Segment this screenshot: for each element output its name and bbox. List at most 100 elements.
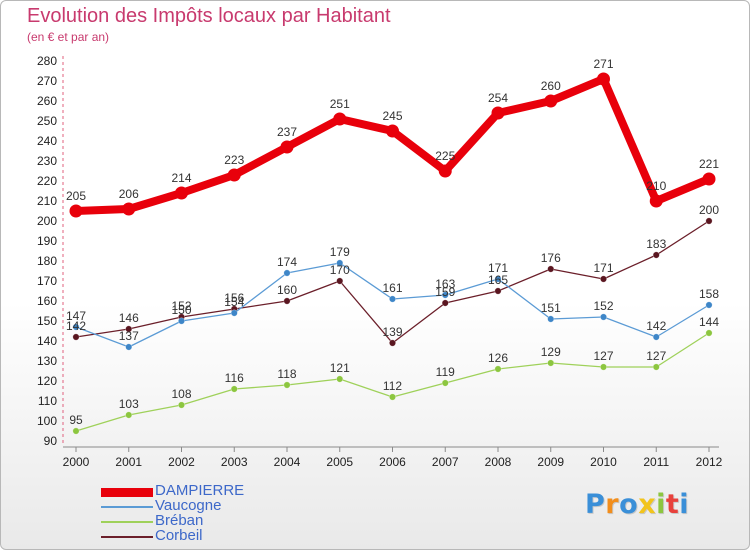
data-label-vaucogne: 152 bbox=[593, 299, 613, 313]
y-tick-label: 260 bbox=[37, 94, 57, 108]
data-point-vaucogne bbox=[283, 269, 291, 277]
data-point-dampierre bbox=[702, 172, 716, 186]
data-point-breban bbox=[178, 401, 185, 409]
logo-letter: i bbox=[679, 489, 690, 520]
data-label-dampierre: 225 bbox=[435, 149, 455, 163]
x-tick-label: 2010 bbox=[590, 455, 617, 469]
data-point-breban bbox=[494, 365, 502, 373]
data-point-dampierre bbox=[597, 72, 610, 86]
data-point-corbeil bbox=[389, 339, 396, 347]
data-point-breban bbox=[230, 385, 238, 393]
data-point-dampierre bbox=[544, 94, 558, 108]
data-label-breban: 116 bbox=[225, 371, 244, 385]
logo-letter: t bbox=[665, 489, 680, 520]
y-tick-label: 130 bbox=[37, 354, 57, 368]
data-point-dampierre bbox=[333, 112, 347, 126]
legend-label-vaucogne: Vaucogne bbox=[155, 497, 222, 514]
data-label-vaucogne: 142 bbox=[646, 319, 666, 333]
data-point-corbeil bbox=[494, 287, 502, 295]
y-tick-label: 140 bbox=[37, 334, 57, 348]
data-label-breban: 119 bbox=[436, 365, 455, 379]
data-point-dampierre bbox=[280, 140, 294, 154]
data-label-corbeil: 176 bbox=[541, 251, 561, 265]
data-label-corbeil: 160 bbox=[277, 283, 297, 297]
logo-letter: r bbox=[605, 489, 620, 520]
data-point-breban bbox=[125, 411, 133, 419]
logo-letter: P bbox=[585, 489, 606, 520]
data-point-breban bbox=[72, 427, 80, 435]
data-label-corbeil: 146 bbox=[119, 311, 139, 325]
data-point-breban bbox=[283, 381, 291, 389]
y-tick-label: 210 bbox=[37, 194, 57, 208]
data-point-dampierre bbox=[491, 106, 505, 120]
data-label-dampierre: 221 bbox=[699, 157, 719, 171]
data-label-corbeil: 142 bbox=[66, 319, 86, 333]
logo-letter: x bbox=[638, 489, 657, 520]
data-label-breban: 126 bbox=[488, 351, 508, 365]
x-tick-label: 2009 bbox=[537, 455, 564, 469]
y-tick-label: 270 bbox=[37, 74, 57, 88]
data-label-dampierre: 251 bbox=[330, 97, 350, 111]
y-tick-label: 230 bbox=[37, 154, 57, 168]
data-point-dampierre bbox=[122, 202, 136, 216]
x-tick-label: 2005 bbox=[326, 455, 353, 469]
data-point-dampierre bbox=[438, 164, 452, 178]
data-point-vaucogne bbox=[652, 333, 660, 341]
data-point-breban bbox=[441, 379, 449, 387]
data-label-breban: 103 bbox=[119, 397, 139, 411]
data-point-vaucogne bbox=[178, 317, 185, 325]
data-point-corbeil bbox=[72, 333, 80, 341]
y-tick-label: 160 bbox=[37, 294, 57, 308]
data-point-vaucogne bbox=[547, 315, 555, 323]
legend-swatch-corbeil bbox=[101, 536, 153, 538]
data-label-dampierre: 205 bbox=[66, 189, 86, 203]
data-point-vaucogne bbox=[494, 275, 502, 283]
data-point-corbeil bbox=[705, 217, 713, 225]
data-label-dampierre: 237 bbox=[277, 125, 297, 139]
data-label-breban: 144 bbox=[699, 315, 719, 329]
data-label-dampierre: 245 bbox=[382, 109, 402, 123]
legend-label-dampierre: DAMPIERRE bbox=[155, 482, 245, 499]
data-point-corbeil bbox=[547, 265, 555, 273]
y-tick-label: 150 bbox=[37, 314, 57, 328]
data-label-corbeil: 156 bbox=[224, 291, 244, 305]
y-tick-label: 250 bbox=[37, 114, 57, 128]
data-point-vaucogne bbox=[72, 323, 80, 331]
y-tick-label: 100 bbox=[37, 414, 57, 428]
legend-swatch-breban bbox=[101, 521, 153, 523]
data-label-vaucogne: 179 bbox=[330, 245, 350, 259]
data-label-vaucogne: 154 bbox=[224, 295, 244, 309]
series-line-dampierre bbox=[72, 75, 713, 215]
y-tick-label: 220 bbox=[37, 174, 57, 188]
logo-letter: i bbox=[656, 489, 666, 520]
data-label-vaucogne: 137 bbox=[119, 329, 139, 343]
data-point-corbeil bbox=[125, 325, 133, 333]
data-point-vaucogne bbox=[230, 309, 238, 317]
data-point-dampierre bbox=[649, 194, 663, 208]
x-tick-label: 2002 bbox=[168, 455, 195, 469]
data-point-vaucogne bbox=[441, 291, 449, 299]
y-tick-label: 200 bbox=[37, 214, 57, 228]
data-point-corbeil bbox=[600, 275, 607, 283]
data-point-vaucogne bbox=[336, 259, 344, 267]
data-label-breban: 95 bbox=[69, 413, 83, 427]
y-tick-label: 280 bbox=[37, 54, 57, 68]
data-point-vaucogne bbox=[705, 301, 713, 309]
data-point-corbeil bbox=[283, 297, 291, 305]
data-label-vaucogne: 163 bbox=[435, 277, 455, 291]
data-label-corbeil: 183 bbox=[646, 237, 666, 251]
data-label-corbeil: 200 bbox=[699, 203, 719, 217]
y-tick-label: 110 bbox=[38, 394, 57, 408]
y-tick-label: 90 bbox=[44, 434, 58, 448]
data-point-vaucogne bbox=[389, 295, 396, 303]
data-label-dampierre: 260 bbox=[541, 79, 561, 93]
data-label-breban: 121 bbox=[330, 361, 350, 375]
proxiti-logo: Proxiti bbox=[585, 489, 689, 520]
x-tick-label: 2011 bbox=[643, 455, 669, 469]
data-label-vaucogne: 158 bbox=[699, 287, 719, 301]
data-label-vaucogne: 147 bbox=[66, 309, 86, 323]
data-point-dampierre bbox=[227, 168, 241, 182]
data-label-dampierre: 214 bbox=[171, 171, 191, 185]
